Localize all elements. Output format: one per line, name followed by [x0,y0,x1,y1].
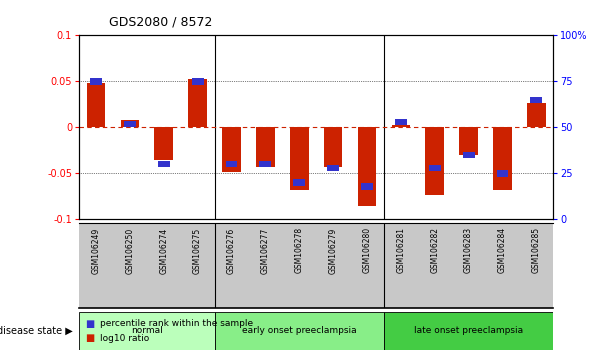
Bar [90,78,102,85]
Bar [226,161,237,167]
Bar [429,165,441,171]
Text: GSM106249: GSM106249 [91,227,100,274]
Text: GSM106274: GSM106274 [159,227,168,274]
Bar [459,127,478,155]
Bar [79,312,215,350]
Bar [188,79,207,127]
Text: GSM106282: GSM106282 [430,227,439,273]
Bar [324,127,342,167]
Text: early onset preeclampsia: early onset preeclampsia [242,326,356,336]
Text: late onset preeclampsia: late onset preeclampsia [414,326,523,336]
Bar [327,165,339,171]
Text: GSM106281: GSM106281 [396,227,406,273]
Bar [192,78,204,85]
Text: log10 ratio: log10 ratio [100,333,150,343]
Bar [256,127,275,167]
Bar [154,127,173,160]
Bar [87,83,105,127]
Bar [120,120,139,127]
Bar [124,120,136,127]
Bar [527,103,545,127]
Text: disease state ▶: disease state ▶ [0,326,73,336]
Text: GSM106278: GSM106278 [295,227,304,273]
Bar [215,312,384,350]
Bar [222,127,241,172]
Text: GSM106285: GSM106285 [532,227,541,273]
Text: GSM106277: GSM106277 [261,227,270,274]
Bar [426,127,444,195]
Bar [530,97,542,103]
Text: ■: ■ [85,319,94,329]
Text: GSM106279: GSM106279 [328,227,337,274]
Text: GDS2080 / 8572: GDS2080 / 8572 [109,15,213,28]
Bar [358,127,376,206]
Bar [290,127,308,190]
Text: GSM106250: GSM106250 [125,227,134,274]
Bar [361,183,373,190]
Text: normal: normal [131,326,163,336]
Bar [493,127,512,190]
Text: percentile rank within the sample: percentile rank within the sample [100,319,254,329]
Text: GSM106280: GSM106280 [362,227,371,273]
Bar [384,312,553,350]
Bar [392,125,410,127]
Text: GSM106284: GSM106284 [498,227,507,273]
Bar [463,152,474,158]
Text: ■: ■ [85,333,94,343]
Bar [293,179,305,186]
Text: GSM106276: GSM106276 [227,227,236,274]
Bar [395,119,407,125]
Bar [260,161,271,167]
Bar [497,170,508,177]
Text: GSM106283: GSM106283 [464,227,473,273]
Bar [158,161,170,167]
Text: GSM106275: GSM106275 [193,227,202,274]
